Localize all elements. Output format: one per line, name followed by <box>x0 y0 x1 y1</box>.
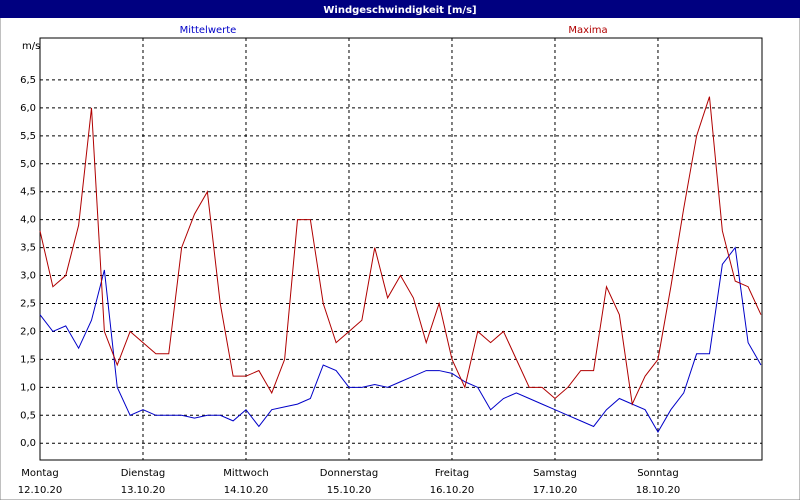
y-tick-label: 4,0 <box>20 215 36 226</box>
y-tick-label: 0,0 <box>20 438 36 449</box>
x-tick-label: Montag <box>21 468 58 479</box>
y-tick-label: 1,0 <box>20 382 36 393</box>
x-tick-date: 17.10.20 <box>533 485 578 496</box>
series-line <box>39 246 762 434</box>
y-tick-label: 4,5 <box>20 187 36 198</box>
x-tick-date: 18.10.20 <box>636 485 681 496</box>
plot-area <box>39 37 763 461</box>
y-tick-label: 6,5 <box>20 75 36 86</box>
legend-label: Maxima <box>568 25 607 36</box>
y-tick-label: 5,0 <box>20 159 36 170</box>
x-tick-label: Sonntag <box>637 468 679 479</box>
y-tick-label: 3,0 <box>20 271 36 282</box>
y-tick-label: 1,5 <box>20 354 36 365</box>
y-tick-label: 2,5 <box>20 298 36 309</box>
y-tick-label: 0,5 <box>20 410 36 421</box>
x-tick-label: Mittwoch <box>223 468 268 479</box>
y-axis-label: m/s <box>22 41 40 52</box>
x-tick-date: 16.10.20 <box>430 485 475 496</box>
x-tick-date: 14.10.20 <box>224 485 269 496</box>
x-tick-label: Dienstag <box>121 468 166 479</box>
x-tick-label: Samstag <box>533 468 577 479</box>
y-tick-label: 5,5 <box>20 131 36 142</box>
title-bar <box>0 0 800 18</box>
x-tick-date: 15.10.20 <box>327 485 372 496</box>
y-tick-label: 2,0 <box>20 326 36 337</box>
legend-label: Mittelwerte <box>180 25 237 36</box>
chart-title: Windgeschwindigkeit [m/s] <box>323 5 476 16</box>
y-tick-label: 3,5 <box>20 243 36 254</box>
series-line <box>39 96 762 406</box>
x-tick-label: Donnerstag <box>320 468 378 479</box>
x-tick-label: Freitag <box>435 468 469 479</box>
x-tick-date: 12.10.20 <box>18 485 63 496</box>
y-tick-label: 6,0 <box>20 103 36 114</box>
x-tick-date: 13.10.20 <box>121 485 166 496</box>
